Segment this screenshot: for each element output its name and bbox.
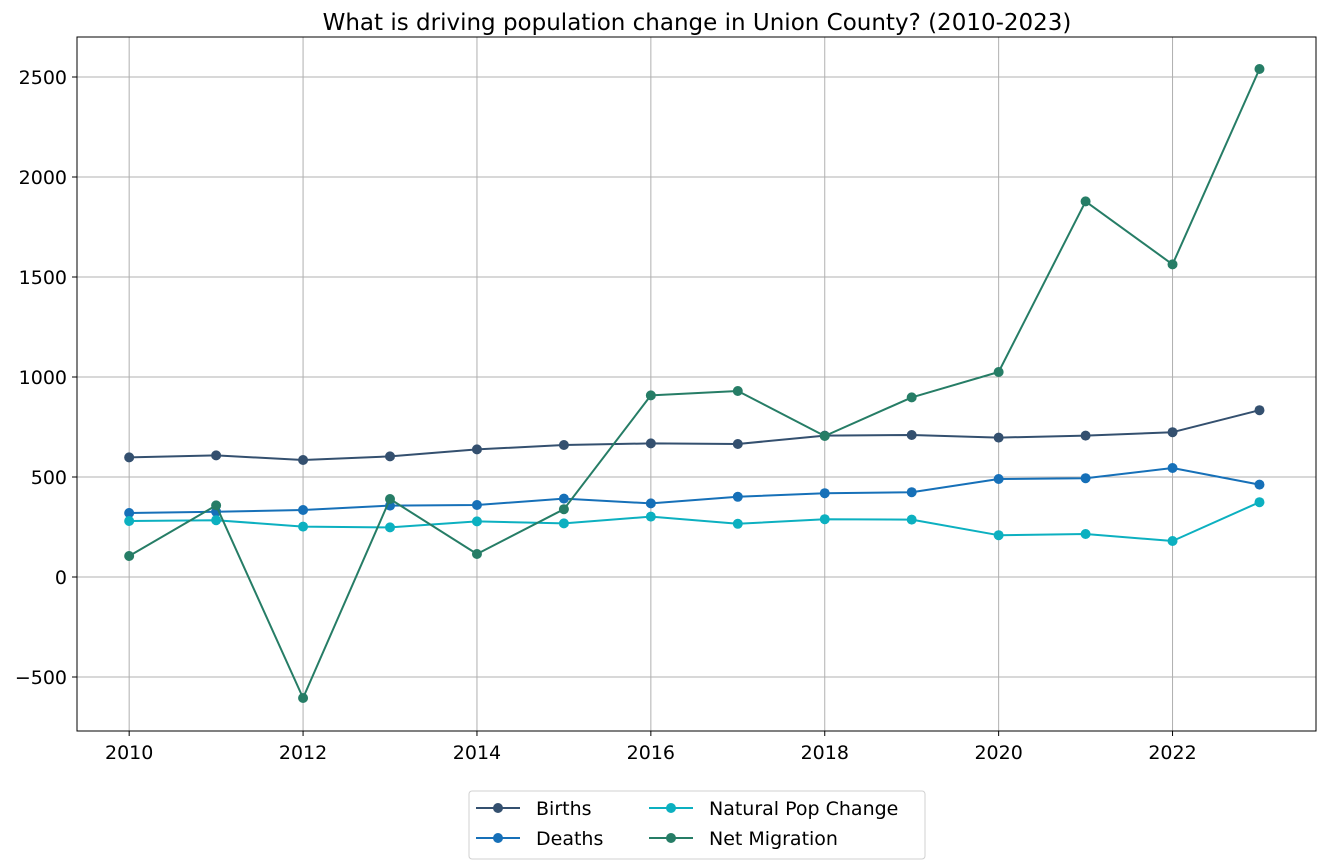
legend-entry-net-migration: Net Migration: [649, 828, 838, 850]
data-point-natural-pop-change: [211, 515, 222, 526]
data-point-births: [993, 432, 1004, 443]
legend-marker: [493, 833, 503, 843]
data-point-net-migration: [1080, 196, 1091, 207]
data-point-net-migration: [124, 551, 135, 561]
data-point-natural-pop-change: [124, 516, 135, 526]
legend-entry-natural-pop-change: Natural Pop Change: [649, 798, 898, 820]
legend-marker: [493, 803, 503, 813]
data-point-births: [1167, 427, 1178, 438]
data-point-births: [1254, 405, 1265, 416]
data-point-deaths: [471, 500, 482, 510]
data-point-net-migration: [298, 693, 309, 703]
data-point-natural-pop-change: [298, 521, 309, 532]
data-point-net-migration: [1167, 259, 1178, 270]
x-axis: 2010 2012 2014 2016 2018 2020 2022: [105, 731, 1197, 764]
data-point-natural-pop-change: [1167, 536, 1178, 546]
data-point-births: [298, 455, 309, 465]
data-point-net-migration: [732, 386, 743, 396]
data-point-births: [1080, 430, 1091, 441]
data-point-deaths: [906, 487, 917, 498]
legend-label: Natural Pop Change: [709, 798, 898, 820]
data-point-births: [211, 450, 222, 461]
series-natural-pop-change: [124, 497, 1265, 546]
y-tick-label: −500: [15, 667, 67, 689]
y-tick-label: 0: [55, 567, 67, 589]
y-tick-label: 1000: [19, 367, 67, 389]
data-point-natural-pop-change: [732, 518, 743, 529]
plot-area-frame: [76, 36, 1317, 732]
data-point-natural-pop-change: [1254, 497, 1265, 508]
data-point-natural-pop-change: [1080, 529, 1091, 539]
series-net-migration: [124, 64, 1265, 703]
x-tick-label: 2022: [1148, 742, 1196, 764]
series-births: [124, 405, 1265, 465]
data-point-births: [471, 444, 482, 455]
data-point-births: [906, 430, 917, 440]
data-point-net-migration: [906, 392, 917, 403]
x-tick-label: 2016: [627, 742, 675, 764]
data-point-deaths: [1080, 473, 1091, 484]
data-point-deaths: [645, 498, 656, 509]
data-point-births: [558, 440, 569, 450]
data-point-natural-pop-change: [645, 511, 656, 522]
legend-label: Net Migration: [709, 828, 838, 850]
x-tick-label: 2014: [453, 742, 501, 764]
y-tick-label: 2500: [19, 67, 67, 89]
data-point-net-migration: [471, 549, 482, 559]
data-point-deaths: [1254, 479, 1265, 490]
data-point-net-migration: [385, 494, 396, 504]
legend-marker: [666, 833, 676, 843]
data-point-births: [124, 452, 135, 463]
data-point-net-migration: [645, 390, 656, 401]
x-tick-label: 2018: [801, 742, 849, 764]
x-tick-label: 2020: [974, 742, 1022, 764]
y-axis: −500 0 500 1000 1500 2000 2500: [15, 67, 77, 689]
data-point-births: [645, 438, 656, 449]
data-point-natural-pop-change: [819, 514, 830, 525]
legend-label: Deaths: [536, 828, 603, 850]
series-line-natural-pop-change: [129, 501, 1260, 542]
data-point-deaths: [298, 505, 309, 515]
data-point-births: [732, 439, 743, 449]
data-point-natural-pop-change: [385, 522, 396, 533]
legend-entry-births: Births: [476, 798, 592, 820]
data-point-deaths: [124, 508, 135, 518]
series-line-net-migration: [128, 68, 1261, 699]
series-layer: [124, 64, 1265, 703]
chart-title: What is driving population change in Uni…: [323, 10, 1072, 36]
data-point-net-migration: [819, 431, 830, 441]
data-point-deaths: [993, 474, 1004, 484]
data-point-net-migration: [993, 367, 1004, 377]
data-point-natural-pop-change: [558, 518, 569, 529]
data-point-net-migration: [558, 504, 569, 515]
data-point-deaths: [819, 488, 830, 499]
data-point-deaths: [558, 493, 569, 504]
x-tick-label: 2010: [105, 742, 153, 764]
legend-marker: [666, 803, 676, 813]
legend-entry-deaths: Deaths: [476, 828, 603, 850]
data-point-net-migration: [1254, 64, 1265, 74]
y-tick-label: 500: [31, 467, 67, 489]
legend: Births Deaths Natural Pop Change Net Migrat…: [468, 790, 926, 860]
y-tick-label: 2000: [19, 167, 67, 189]
series-line-deaths: [129, 467, 1260, 514]
legend-frame: [468, 790, 926, 860]
series-deaths: [124, 463, 1265, 518]
data-point-natural-pop-change: [471, 516, 482, 527]
data-point-natural-pop-change: [906, 514, 917, 525]
grid: [77, 37, 1316, 731]
data-point-natural-pop-change: [993, 530, 1004, 541]
x-tick-label: 2012: [279, 742, 327, 764]
series-line-births: [129, 409, 1260, 461]
data-point-deaths: [1167, 463, 1178, 473]
data-point-births: [385, 451, 396, 462]
data-point-deaths: [732, 491, 743, 502]
data-point-net-migration: [211, 500, 222, 511]
y-tick-label: 1500: [19, 267, 67, 289]
legend-label: Births: [536, 798, 592, 820]
